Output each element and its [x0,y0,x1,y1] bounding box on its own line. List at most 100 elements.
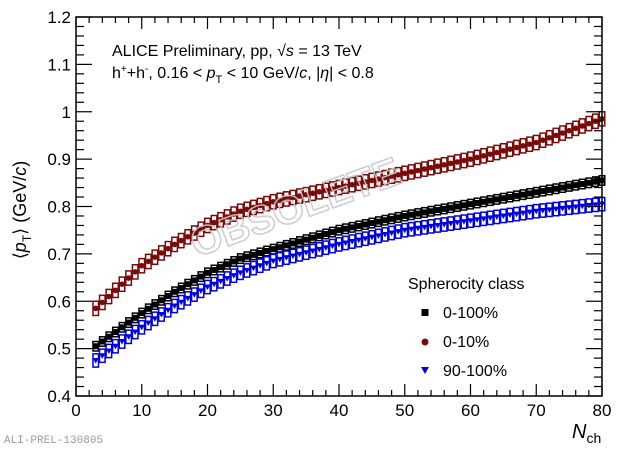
data-point [263,248,270,255]
data-point [500,148,507,154]
data-point [362,221,369,228]
annotation-1-b: = 13 TeV [294,43,362,60]
data-point [474,199,481,206]
data-point [224,261,231,268]
data-point [559,184,566,191]
data-point [323,187,329,194]
data-point [415,167,421,174]
data-point [237,255,244,262]
syst-box [105,343,113,359]
data-point [171,303,178,309]
data-point [395,171,401,178]
data-point [342,183,349,189]
data-point [394,229,402,235]
syst-box [302,245,310,261]
series-90-100pct [92,196,606,368]
data-point [572,182,579,189]
syst-box [256,258,264,274]
syst-box [223,271,231,286]
data-point [158,297,165,304]
syst-box [177,294,185,310]
data-point [178,299,185,306]
data-point [178,284,185,291]
annotation-1-a: ALICE Preliminary, pp, [112,43,277,60]
x-tick-label: 10 [132,401,151,420]
data-point [355,237,362,244]
data-point [263,260,270,267]
syst-box [414,220,422,236]
data-point [369,177,375,184]
data-point [388,215,395,222]
data-point [565,205,573,211]
data-point [375,218,382,225]
data-point [152,254,158,260]
data-point [257,202,263,209]
legend-label-0-10: 0-10% [443,334,489,351]
syst-box [236,265,244,281]
syst-box [374,228,382,244]
data-point [461,157,467,164]
data-point [132,314,139,321]
data-point [540,137,546,143]
data-point [335,241,343,248]
data-point [224,276,231,282]
data-point [171,288,178,295]
syst-box [118,334,126,349]
data-point [191,230,198,236]
data-point [119,281,125,287]
data-point [427,223,435,230]
annotation-2-eta: η [320,65,329,82]
data-point [276,244,283,251]
data-point [513,144,520,151]
data-point [231,211,237,217]
data-point [316,189,323,195]
data-point [579,203,586,210]
data-point [309,190,316,197]
syst-box [401,222,409,238]
data-point [211,219,217,226]
series-0-10pct [92,111,606,317]
data-point [224,214,231,220]
data-point [559,130,566,136]
data-point [533,139,540,146]
y-title-sub: T [20,234,34,242]
x-tick-label: 40 [330,401,349,420]
data-point [434,163,441,170]
data-point [401,227,408,234]
data-point [184,295,191,302]
data-point [474,154,480,161]
data-point [342,240,349,246]
data-point [507,146,513,152]
y-title-open: ⟨ [10,252,30,259]
syst-box [591,197,599,213]
data-point [99,338,106,345]
data-point [204,222,211,229]
data-point [421,224,428,231]
data-point [349,181,355,188]
x-tick-label: 60 [461,401,480,420]
syst-box [269,253,277,269]
syst-box [407,221,415,237]
data-point [138,262,145,269]
syst-box [545,202,553,218]
data-point [401,170,408,177]
syst-box [394,224,402,239]
data-point [408,226,415,233]
syst-box [355,232,363,248]
legend-marker-square [421,309,429,316]
data-point [480,216,487,222]
syst-box [282,250,290,266]
data-point [138,324,145,331]
annotation-1-s: s [286,43,294,60]
data-point [197,288,205,294]
y-tick-label: 0.5 [47,340,71,359]
syst-box [519,205,527,221]
syst-box [434,218,442,233]
x-tick-label: 0 [71,401,80,420]
y-axis-title: ⟨pT⟩ (GeV/c) [10,161,34,259]
data-point [296,238,303,245]
syst-box [453,215,461,230]
syst-box [506,207,514,223]
data-point [454,159,461,165]
data-point [198,226,204,233]
